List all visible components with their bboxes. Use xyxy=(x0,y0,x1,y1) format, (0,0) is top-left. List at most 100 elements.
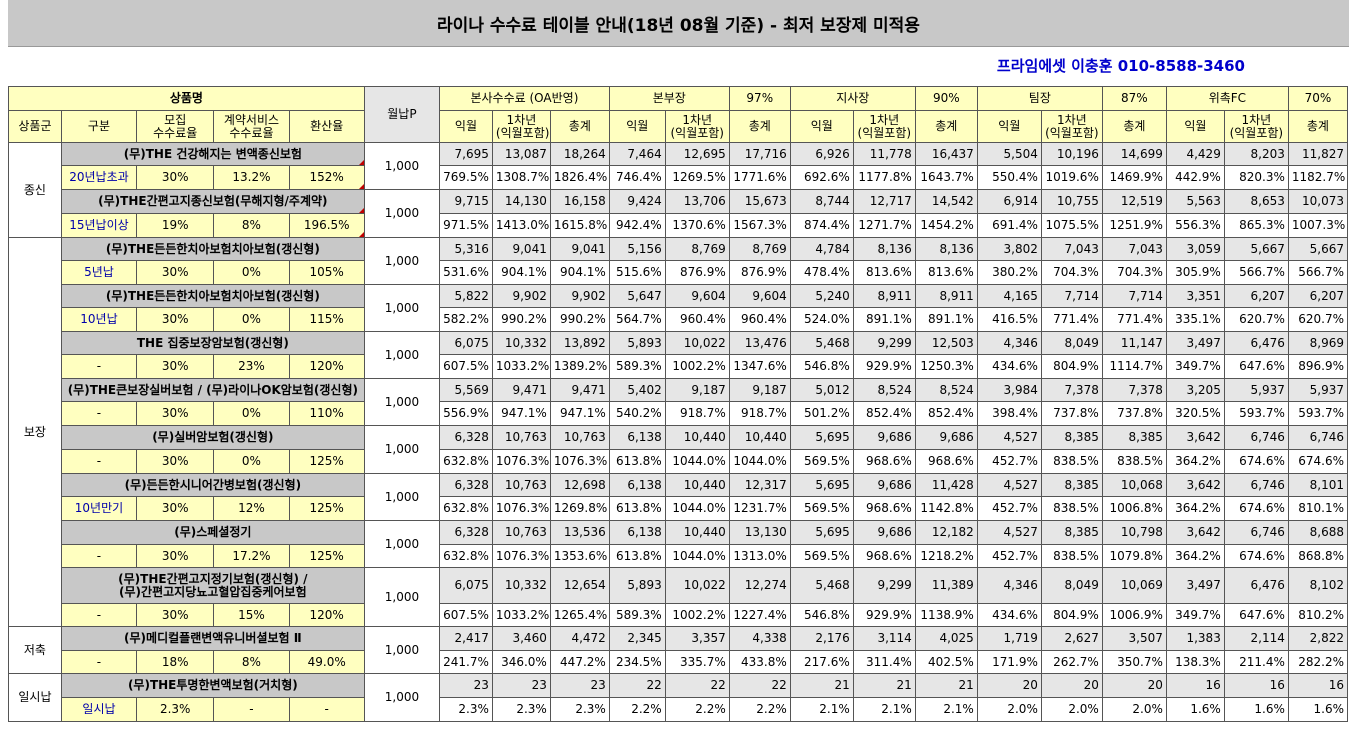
amount-cell: 8,769 xyxy=(664,237,730,261)
rate-cell: 1142.8% xyxy=(914,496,978,521)
header-subcol: 총계 xyxy=(549,110,610,143)
rate-cell: 1271.7% xyxy=(852,213,916,238)
amount-cell: 9,902 xyxy=(549,284,610,308)
rate-cell: 1353.6% xyxy=(549,544,610,568)
rate-cell: 1033.2% xyxy=(491,603,551,627)
amount-cell: 5,468 xyxy=(789,567,854,604)
recruit-rate: 30% xyxy=(136,307,215,332)
header-tier-bonbu-pct: 97% xyxy=(728,86,791,111)
product-type: - xyxy=(60,650,138,674)
rate-cell: 589.3% xyxy=(608,354,666,379)
amount-cell: 5,893 xyxy=(608,331,666,355)
rate-cell: 442.9% xyxy=(1165,165,1225,190)
product-group: 종신 xyxy=(8,142,62,238)
rate-cell: 891.1% xyxy=(852,307,916,332)
monthly-premium: 1,000 xyxy=(363,189,441,238)
rate-cell: 305.9% xyxy=(1165,260,1225,285)
rate-cell: 1347.6% xyxy=(728,354,791,379)
header-contract-rate: 계약서비스 수수료율 xyxy=(213,110,290,143)
amount-cell: 8,524 xyxy=(914,378,978,402)
rate-cell: 704.3% xyxy=(1101,260,1167,285)
amount-cell: 10,763 xyxy=(491,473,551,497)
rate-cell: 515.6% xyxy=(608,260,666,285)
amount-cell: 10,022 xyxy=(664,567,730,604)
monthly-premium: 1,000 xyxy=(363,673,441,722)
header-subcol: 익월 xyxy=(1165,110,1225,143)
amount-cell: 9,299 xyxy=(852,331,916,355)
amount-cell: 5,667 xyxy=(1287,237,1349,261)
rate-cell: 804.9% xyxy=(1040,603,1103,627)
product-type: 15년납이상 xyxy=(60,213,138,238)
rate-cell: 416.5% xyxy=(976,307,1042,332)
amount-cell: 5,468 xyxy=(789,331,854,355)
amount-cell: 3,642 xyxy=(1165,520,1225,545)
rate-cell: 632.8% xyxy=(439,496,493,521)
amount-cell: 6,328 xyxy=(439,425,493,450)
amount-cell: 5,893 xyxy=(608,567,666,604)
rate-cell: 746.4% xyxy=(608,165,666,190)
header-tier-hq: 본사수수료 (OA반영) xyxy=(439,86,610,111)
rate-cell: 2.0% xyxy=(976,697,1042,722)
rate-cell: 398.4% xyxy=(976,401,1042,426)
amount-cell: 7,043 xyxy=(1040,237,1103,261)
rate-cell: 1076.3% xyxy=(491,544,551,568)
amount-cell: 11,147 xyxy=(1101,331,1167,355)
monthly-premium: 1,000 xyxy=(363,425,441,474)
contract-rate: 0% xyxy=(213,260,290,285)
rate-cell: 364.2% xyxy=(1165,496,1225,521)
rate-cell: 349.7% xyxy=(1165,603,1225,627)
header-tier-bonbu: 본부장 xyxy=(608,86,730,111)
header-tier-jisa: 지사장 xyxy=(789,86,916,111)
amount-cell: 7,695 xyxy=(439,142,493,166)
amount-cell: 8,101 xyxy=(1287,473,1349,497)
amount-cell: 3,114 xyxy=(852,626,916,651)
monthly-premium: 1,000 xyxy=(363,473,441,521)
amount-cell: 14,130 xyxy=(491,189,551,214)
amount-cell: 8,744 xyxy=(789,189,854,214)
commission-table: 상품명 월납P 본사수수료 (OA반영) 본부장 97% 지사장 90% 팀장 … xyxy=(8,86,1349,722)
rate-cell: 546.8% xyxy=(789,354,854,379)
rate-cell: 1076.3% xyxy=(549,449,610,474)
rate-cell: 349.7% xyxy=(1165,354,1225,379)
rate-cell: 2.1% xyxy=(852,697,916,722)
amount-cell: 4,338 xyxy=(728,626,791,651)
rate-cell: 1076.3% xyxy=(491,449,551,474)
amount-cell: 20 xyxy=(1101,673,1167,698)
rate-cell: 838.5% xyxy=(1101,449,1167,474)
rate-cell: 1002.2% xyxy=(664,354,730,379)
recruit-rate: 30% xyxy=(136,165,215,190)
amount-cell: 12,274 xyxy=(728,567,791,604)
amount-cell: 9,902 xyxy=(491,284,551,308)
recruit-rate: 30% xyxy=(136,603,215,627)
rate-cell: 1006.8% xyxy=(1101,496,1167,521)
rate-cell: 1771.6% xyxy=(728,165,791,190)
amount-cell: 16 xyxy=(1287,673,1349,698)
rate-cell: 1218.2% xyxy=(914,544,978,568)
rate-cell: 550.4% xyxy=(976,165,1042,190)
amount-cell: 23 xyxy=(549,673,610,698)
rate-cell: 2.2% xyxy=(728,697,791,722)
rate-cell: 852.4% xyxy=(852,401,916,426)
header-monthly-p: 월납P xyxy=(363,86,441,143)
amount-cell: 8,524 xyxy=(852,378,916,402)
amount-cell: 13,706 xyxy=(664,189,730,214)
amount-cell: 7,464 xyxy=(608,142,666,166)
header-product-name: 상품명 xyxy=(8,86,365,111)
conversion-rate: 125% xyxy=(288,496,365,521)
recruit-rate: 30% xyxy=(136,544,215,568)
amount-cell: 6,476 xyxy=(1223,567,1289,604)
amount-cell: 5,937 xyxy=(1287,378,1349,402)
rate-cell: 968.6% xyxy=(852,496,916,521)
amount-cell: 18,264 xyxy=(549,142,610,166)
amount-cell: 9,041 xyxy=(549,237,610,261)
header-tier-fc-pct: 70% xyxy=(1287,86,1349,111)
rate-cell: 947.1% xyxy=(549,401,610,426)
amount-cell: 6,328 xyxy=(439,520,493,545)
amount-cell: 9,187 xyxy=(728,378,791,402)
amount-cell: 2,345 xyxy=(608,626,666,651)
amount-cell: 21 xyxy=(789,673,854,698)
amount-cell: 9,686 xyxy=(852,473,916,497)
conversion-rate: 105% xyxy=(288,260,365,285)
conversion-rate: 125% xyxy=(288,544,365,568)
rate-cell: 632.8% xyxy=(439,544,493,568)
